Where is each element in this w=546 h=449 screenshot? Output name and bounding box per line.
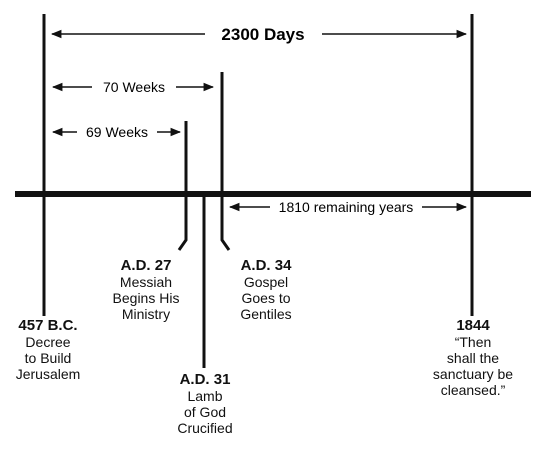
event-ad27-line-1: Messiah	[119, 274, 173, 290]
event-457bc-line-1: Decree	[25, 334, 71, 350]
event-ad27-date: A.D. 27	[120, 257, 172, 274]
span-2300-label: 2300 Days	[221, 25, 304, 44]
event-457bc-line-3: Jerusalem	[15, 366, 81, 382]
event-457bc-date: 457 B.C.	[18, 317, 78, 334]
event-ad31-line-2: of God	[183, 404, 227, 420]
event-ad34: A.D. 34 Gospel Goes to Gentiles	[226, 257, 306, 323]
event-ad31: A.D. 31 Lamb of God Crucified	[164, 371, 246, 437]
event-1844-line-1: “Then	[454, 334, 492, 350]
event-1844-line-3: sanctuary be	[432, 366, 514, 382]
event-457bc: 457 B.C. Decree to Build Jerusalem	[0, 317, 96, 383]
event-ad34-line-2: Goes to	[241, 290, 291, 306]
event-1844-line-2: shall the	[446, 350, 500, 366]
event-ad27-line-2: Begins His	[112, 290, 180, 306]
event-1844-date: 1844	[456, 317, 490, 334]
event-ad31-date: A.D. 31	[179, 371, 231, 388]
event-ad34-date: A.D. 34	[240, 257, 292, 274]
span-70-label: 70 Weeks	[103, 79, 165, 95]
event-ad31-line-1: Lamb	[187, 388, 223, 404]
event-ad31-line-3: Crucified	[177, 420, 233, 436]
event-ad27: A.D. 27 Messiah Begins His Ministry	[102, 257, 190, 323]
span-69-label: 69 Weeks	[86, 124, 148, 140]
marker-ad34	[220, 72, 231, 251]
event-ad34-line-1: Gospel	[243, 274, 289, 290]
span-1810-label: 1810 remaining years	[279, 199, 414, 215]
event-ad27-line-3: Ministry	[121, 306, 171, 322]
event-1844: 1844 “Then shall the sanctuary be cleans…	[418, 317, 528, 399]
marker-ad27	[177, 121, 188, 251]
event-1844-line-4: cleansed.”	[440, 382, 506, 398]
event-457bc-line-2: to Build	[24, 350, 72, 366]
event-ad34-line-3: Gentiles	[240, 306, 292, 322]
